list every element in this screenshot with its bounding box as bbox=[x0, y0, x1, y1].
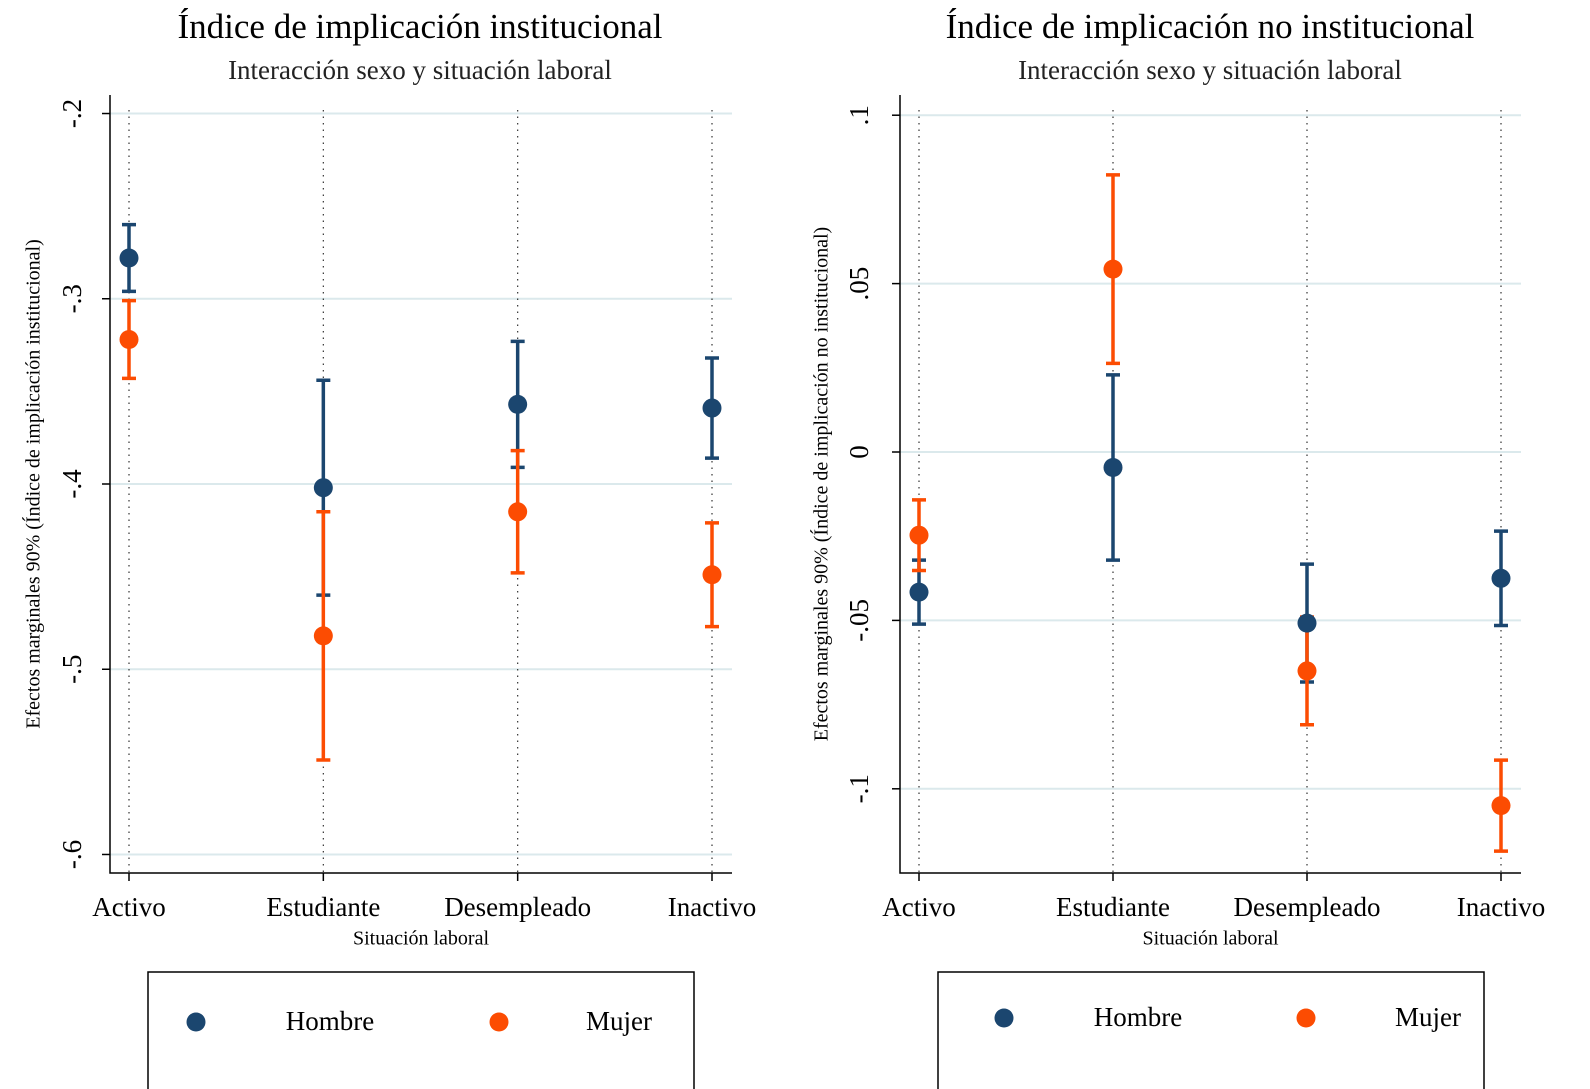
y-tick-label: .1 bbox=[844, 105, 874, 125]
point bbox=[702, 565, 722, 585]
legend-label: Mujer bbox=[586, 1006, 652, 1036]
legend-marker bbox=[489, 1012, 509, 1032]
legend-marker bbox=[1296, 1008, 1316, 1028]
y-tick-label: -.3 bbox=[57, 284, 87, 313]
legend-label: Hombre bbox=[1094, 1002, 1182, 1032]
chart-subtitle: Interacción sexo y situación laboral bbox=[228, 55, 612, 85]
point bbox=[313, 626, 333, 646]
point bbox=[508, 394, 528, 414]
legend-box bbox=[147, 971, 695, 1089]
x-tick-label: Estudiante bbox=[266, 892, 380, 922]
point bbox=[313, 478, 333, 498]
x-tick-label: Desempleado bbox=[1234, 892, 1381, 922]
x-tick-label: Inactivo bbox=[668, 892, 756, 922]
point bbox=[119, 248, 139, 268]
x-tick-label: Estudiante bbox=[1056, 892, 1170, 922]
y-tick-label: -.2 bbox=[57, 99, 87, 128]
y-tick-label: -.4 bbox=[57, 469, 87, 499]
y-tick-label: -.6 bbox=[57, 840, 87, 869]
point bbox=[1297, 661, 1317, 681]
x-axis-title: Situación laboral bbox=[353, 928, 490, 950]
point bbox=[702, 398, 722, 418]
legend-marker bbox=[186, 1012, 206, 1032]
chart-title: Índice de implicación institucional bbox=[178, 7, 663, 46]
panel: Índice de implicación no institucional In… bbox=[810, 7, 1545, 1089]
legend-label: Mujer bbox=[1395, 1002, 1461, 1032]
y-axis-title: Efectos marginales 90% (Índice de implic… bbox=[810, 227, 833, 741]
axes bbox=[899, 95, 1521, 874]
point bbox=[1491, 568, 1511, 588]
axes bbox=[109, 95, 732, 874]
point bbox=[1297, 613, 1317, 633]
point bbox=[1491, 796, 1511, 816]
y-tick-label: -.05 bbox=[844, 599, 874, 642]
y-tick-label: -.1 bbox=[844, 774, 874, 803]
x-axis-title: Situación laboral bbox=[1142, 928, 1279, 950]
legend-label: Hombre bbox=[286, 1006, 374, 1036]
point bbox=[909, 582, 929, 602]
chart-subtitle: Interacción sexo y situación laboral bbox=[1018, 55, 1402, 85]
point bbox=[1103, 457, 1123, 477]
legend-box bbox=[937, 971, 1485, 1089]
y-axis-title: Efectos marginales 90% (Índice de implic… bbox=[22, 239, 45, 728]
legend-marker bbox=[994, 1008, 1014, 1028]
x-tick-label: Inactivo bbox=[1457, 892, 1545, 922]
x-tick-label: Activo bbox=[92, 892, 166, 922]
point bbox=[119, 330, 139, 350]
panel: Índice de implicación institucional Inter… bbox=[22, 7, 756, 1089]
point bbox=[508, 502, 528, 522]
y-tick-label: 0 bbox=[844, 445, 874, 459]
x-tick-label: Activo bbox=[882, 892, 956, 922]
y-tick-label: .05 bbox=[844, 267, 874, 301]
x-tick-label: Desempleado bbox=[444, 892, 591, 922]
y-tick-label: -.5 bbox=[57, 655, 87, 684]
point bbox=[909, 525, 929, 545]
chart-title: Índice de implicación no institucional bbox=[946, 7, 1475, 46]
point bbox=[1103, 259, 1123, 279]
